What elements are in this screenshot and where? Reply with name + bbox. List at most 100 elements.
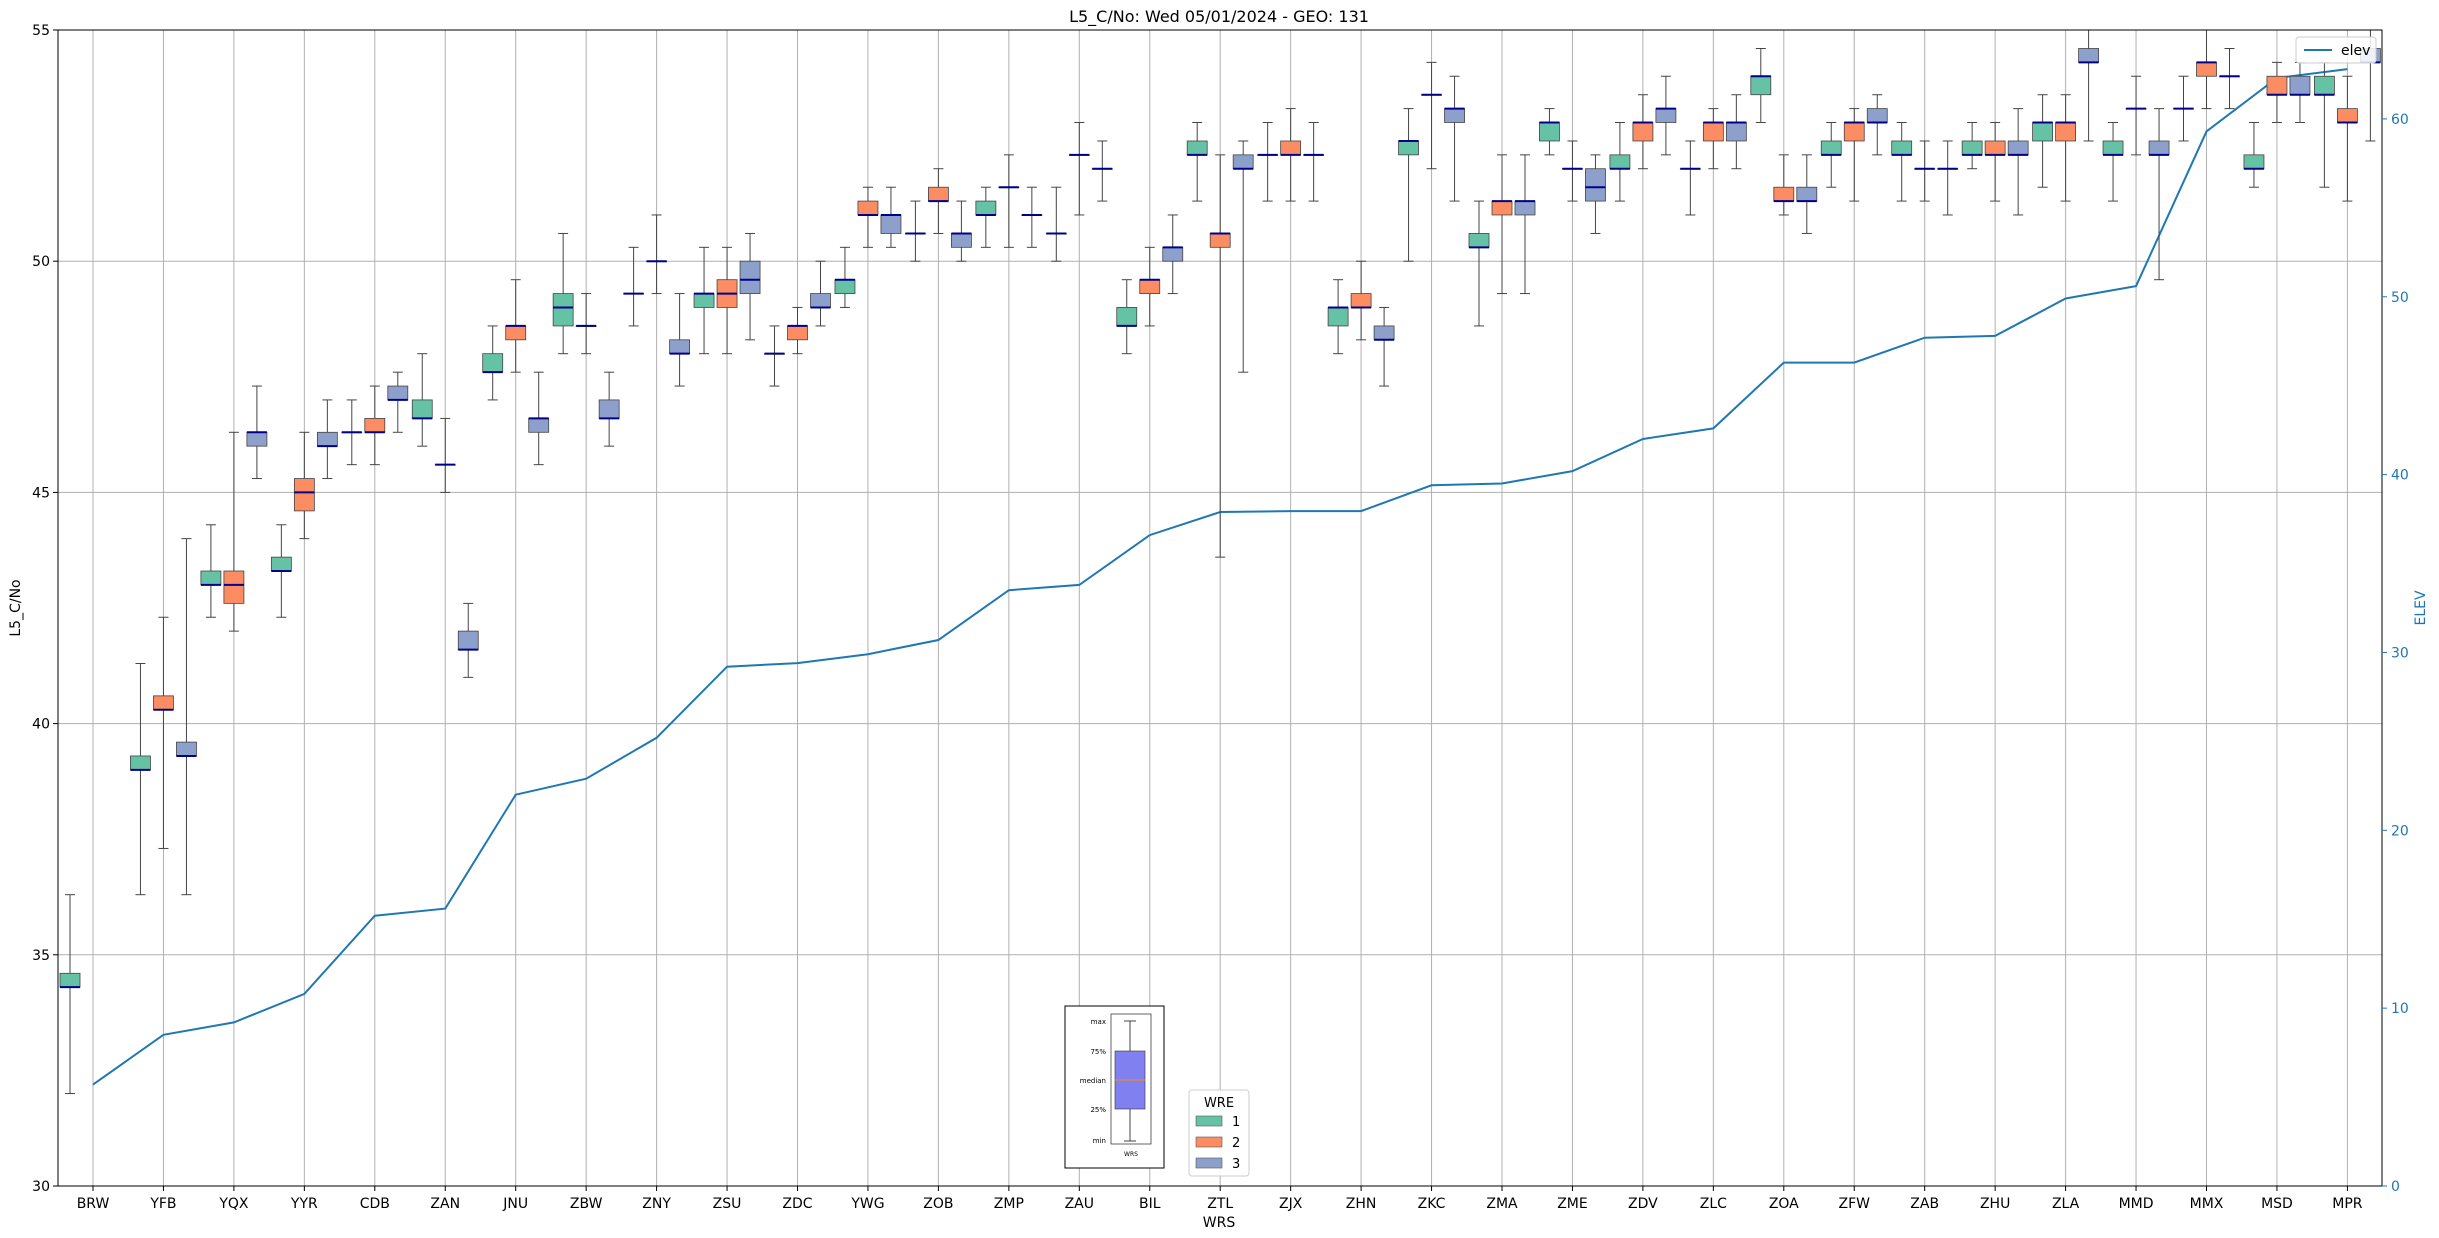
box-YWG-wre1 <box>834 246 856 308</box>
box-MMX-wre2 <box>2196 29 2217 110</box>
box-ZMA-wre2 <box>1491 154 1513 295</box>
x-tick-label: ZBW <box>570 1196 603 1212</box>
iqr-box <box>951 233 972 248</box>
box-MMD-wre3 <box>2148 108 2170 281</box>
box-YWG-wre3 <box>880 186 902 248</box>
y-tick-label: 40 <box>32 717 50 733</box>
box-MMD-wre2 <box>2125 75 2147 156</box>
iqr-box <box>316 431 338 447</box>
box-ZJX-wre1 <box>1257 121 1279 202</box>
iqr-box <box>834 279 856 294</box>
box-ZHU-wre2 <box>1984 121 2006 202</box>
iqr-box <box>1398 140 1419 156</box>
iqr-box <box>528 418 550 433</box>
box-ZBW-wre2 <box>575 293 597 355</box>
iqr-box <box>411 399 433 419</box>
iqr-box <box>457 630 479 651</box>
iqr-box <box>880 214 902 234</box>
iqr-box <box>200 570 222 586</box>
y-tick-label: 30 <box>32 1179 50 1195</box>
box-YQX-wre3 <box>246 385 268 480</box>
iqr-box <box>1961 140 1983 156</box>
iqr-box <box>857 200 879 216</box>
x-axis-label: WRS <box>1203 1215 1236 1231</box>
box-YWG-wre2 <box>857 186 879 248</box>
box-plots <box>59 29 2381 1095</box>
box-ZLA-wre1 <box>2032 94 2053 188</box>
inset-label-q3: 75% <box>1090 1048 1106 1056</box>
box-ZOB-wre2 <box>928 168 949 234</box>
box-ZDV-wre1 <box>1609 121 1631 202</box>
iqr-box <box>1444 108 1465 123</box>
iqr-box <box>2313 75 2335 96</box>
x-tick-label: BIL <box>1139 1196 1161 1212</box>
y-axis-right: 0 10 20 30 40 50 60 <box>2382 112 2409 1195</box>
box-BIL-wre3 <box>1162 214 1184 295</box>
box-YFB-wre1 <box>130 662 151 896</box>
iqr-box <box>223 570 245 604</box>
box-ZMP-wre3 <box>1021 186 1043 248</box>
iqr-box <box>1186 140 1208 156</box>
x-tick-label: BRW <box>77 1196 110 1212</box>
x-tick-label: ZHN <box>1346 1196 1377 1212</box>
iqr-box <box>2243 154 2265 170</box>
y-tick-label: 50 <box>32 254 50 270</box>
box-MSD-wre3 <box>2289 61 2311 123</box>
box-ZAU-wre3 <box>1091 140 1113 202</box>
box-CDB-wre2 <box>364 385 386 466</box>
box-ZNY-wre3 <box>669 293 690 387</box>
box-ZTL-wre1 <box>1186 121 1208 202</box>
box-ZNY-wre2 <box>646 214 667 295</box>
iqr-box <box>1327 307 1349 327</box>
iqr-box <box>1750 75 1772 96</box>
box-ZME-wre1 <box>1539 108 1560 156</box>
box-ZLC-wre3 <box>1725 94 1747 170</box>
iqr-box <box>1866 108 1888 123</box>
y2-tick-label: 10 <box>2391 1001 2409 1017</box>
box-ZAB-wre2 <box>1914 140 1936 202</box>
x-tick-label: ZNY <box>642 1196 671 1212</box>
wre-legend-swatch-3 <box>1195 1157 1223 1169</box>
box-MMX-wre3 <box>2219 47 2240 110</box>
box-ZHU-wre3 <box>2007 108 2029 216</box>
y-axis-left: 30 35 40 45 50 55 <box>32 23 58 1195</box>
iqr-box <box>2055 122 2077 142</box>
iqr-box <box>1843 122 1865 142</box>
wre-legend-swatch-2 <box>1195 1136 1223 1148</box>
iqr-box <box>1232 154 1254 170</box>
y2-axis-label: ELEV <box>2413 590 2429 625</box>
box-ZTL-wre2 <box>1209 154 1231 558</box>
iqr-box <box>364 418 386 433</box>
box-ZMP-wre2 <box>998 154 1020 248</box>
box-YYR-wre3 <box>316 399 338 480</box>
iqr-box <box>1655 108 1677 123</box>
iqr-box <box>1162 246 1184 262</box>
iqr-box <box>598 399 620 419</box>
x-tick-label: ZAN <box>430 1196 460 1212</box>
box-ZNY-wre1 <box>623 246 644 327</box>
iqr-box <box>1116 307 1138 327</box>
x-tick-label: ZLA <box>2052 1196 2080 1212</box>
box-ZHN-wre2 <box>1350 260 1372 341</box>
iqr-box <box>975 200 997 216</box>
box-ZOA-wre2 <box>1773 154 1795 216</box>
inset-label-q1: 25% <box>1090 1106 1106 1114</box>
box-ZLC-wre1 <box>1679 140 1701 216</box>
box-ZBW-wre1 <box>552 232 574 355</box>
iqr-box <box>270 556 292 572</box>
wre-legend-label-1: 1 <box>1232 1115 1240 1130</box>
x-tick-label: ZTL <box>1207 1196 1233 1212</box>
box-ZSU-wre3 <box>739 232 761 341</box>
x-axis: BRW YFB YQX YYR CDB ZAN JNU ZBW ZNY ZSU ZDC YWG ZOB Z… <box>77 1186 2363 1212</box>
inset-xlabel: WRS <box>1124 1151 1138 1158</box>
box-BIL-wre2 <box>1139 246 1161 327</box>
inset-label-max: max <box>1091 1018 1106 1026</box>
iqr-box <box>552 293 574 327</box>
box-JNU-wre1 <box>482 325 504 401</box>
x-tick-label: ZLC <box>1700 1196 1727 1212</box>
x-tick-label: ZAU <box>1065 1196 1094 1212</box>
x-tick-label: ZHU <box>1980 1196 2010 1212</box>
box-YYR-wre1 <box>270 524 292 618</box>
wre-legend-label-3: 3 <box>1232 1157 1240 1172</box>
x-tick-label: ZKC <box>1418 1196 1446 1212</box>
